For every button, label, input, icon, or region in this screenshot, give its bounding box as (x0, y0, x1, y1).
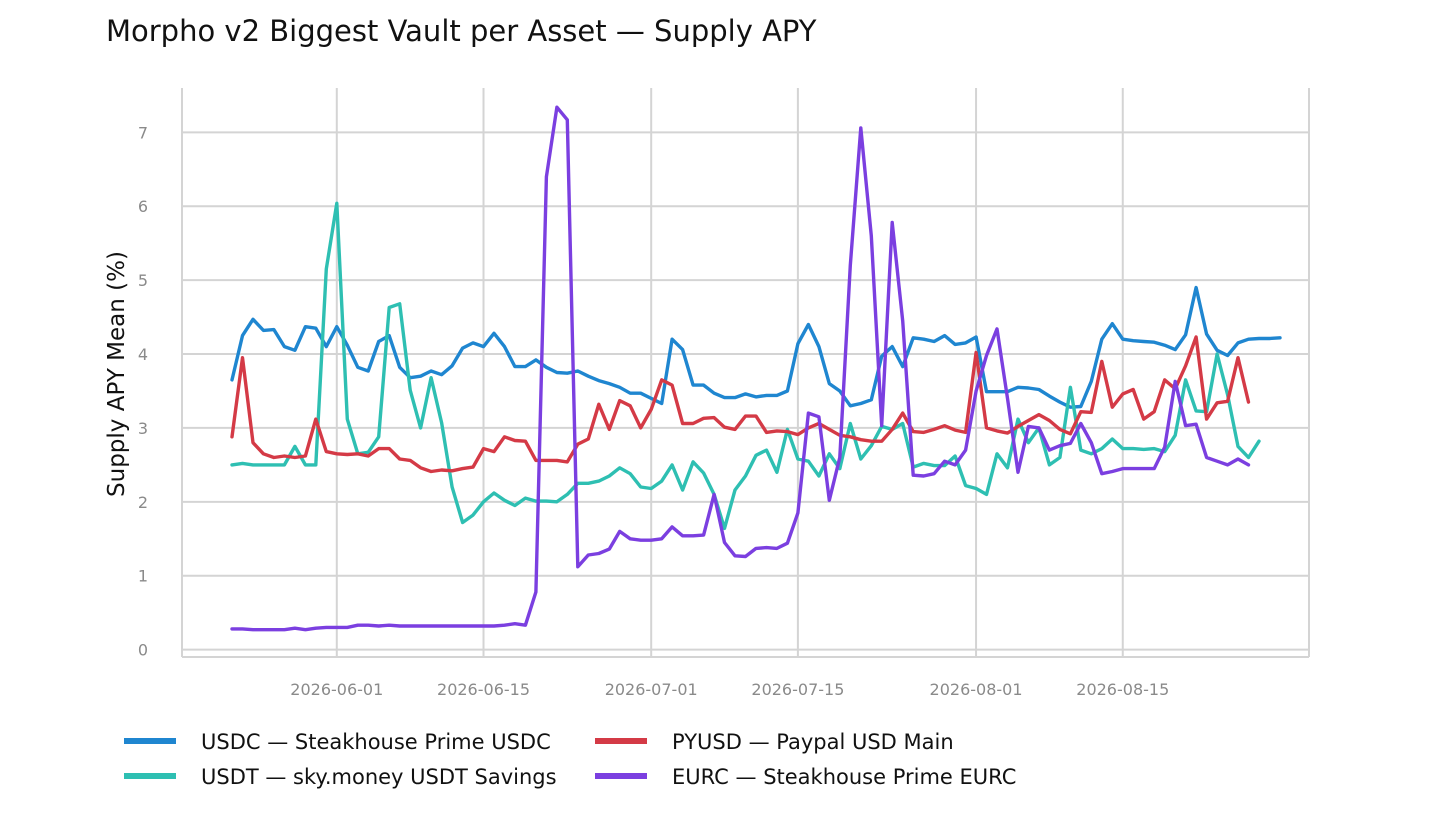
y-tick-label: 1 (138, 567, 148, 586)
x-tick-label: 2026-07-01 (605, 680, 698, 699)
chart-title: Morpho v2 Biggest Vault per Asset — Supp… (106, 14, 817, 48)
y-tick-label: 7 (138, 123, 148, 142)
legend-label-usdt: USDT — sky.money USDT Savings (201, 765, 557, 789)
legend: USDC — Steakhouse Prime USDC PYUSD — Payp… (124, 730, 1016, 789)
x-gridlines (181, 88, 1310, 657)
y-tick-label: 4 (138, 345, 148, 364)
legend-label-pyusd: PYUSD — Paypal USD Main (672, 730, 954, 754)
y-tick-label: 2 (138, 493, 148, 512)
series-line-eurc (230, 105, 1251, 632)
legend-label-usdc: USDC — Steakhouse Prime USDC (201, 730, 551, 754)
y-axis-label: Supply APY Mean (%) (104, 251, 130, 497)
legend-label-eurc: EURC — Steakhouse Prime EURC (672, 765, 1016, 789)
x-tick-label: 2026-07-15 (751, 680, 844, 699)
y-tick-label: 5 (138, 271, 148, 290)
y-tick-label: 3 (138, 419, 148, 438)
y-tick-label: 6 (138, 197, 148, 216)
series-line-pyusd (230, 335, 1251, 474)
y-gridlines (182, 131, 1309, 651)
x-tick-label: 2026-08-15 (1076, 680, 1169, 699)
y-tick-labels: 0 1 2 3 4 5 6 7 (138, 123, 148, 659)
x-tick-label: 2026-06-15 (437, 680, 530, 699)
series-line-usdt (230, 201, 1261, 531)
x-tick-labels: 2026-06-01 2026-06-15 2026-07-01 2026-07-15… (290, 680, 1169, 699)
x-tick-label: 2026-08-01 (930, 680, 1023, 699)
x-tick-label: 2026-06-01 (290, 680, 383, 699)
y-tick-label: 0 (138, 641, 148, 660)
series-lines (230, 105, 1282, 632)
